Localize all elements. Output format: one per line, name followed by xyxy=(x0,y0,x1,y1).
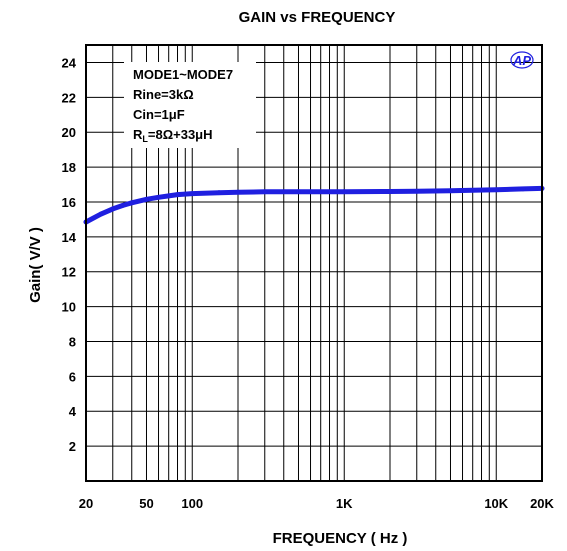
data-point xyxy=(235,189,241,195)
data-point xyxy=(216,190,222,196)
data-point xyxy=(448,188,453,194)
legend-line-cin: Cin=1μF xyxy=(133,107,185,122)
ap-logo: AP xyxy=(510,51,534,69)
y-tick-label: 14 xyxy=(62,230,77,245)
chart-title: GAIN vs FREQUENCY xyxy=(239,9,396,26)
legend-line-rine: Rine=3kΩ xyxy=(133,87,194,102)
data-point xyxy=(414,188,420,194)
data-point xyxy=(120,203,126,208)
y-tick-label: 22 xyxy=(62,90,76,105)
x-tick-label: 50 xyxy=(139,496,153,511)
data-point xyxy=(175,192,180,198)
y-tick-label: 16 xyxy=(62,195,76,210)
data-point xyxy=(387,189,393,194)
data-point xyxy=(156,194,161,200)
y-tick-label: 8 xyxy=(69,334,76,349)
ap-logo-ring xyxy=(510,51,534,69)
conditions-legend: MODE1~MODE7 Rine=3kΩ Cin=1μF RL=8Ω+33μH xyxy=(124,62,256,148)
legend-line-mode: MODE1~MODE7 xyxy=(133,67,233,82)
series-layer xyxy=(83,185,545,225)
y-axis-title: Gain( V/V ) xyxy=(27,227,44,303)
y-tick-label: 10 xyxy=(62,300,76,315)
x-tick-label: 20K xyxy=(530,496,554,511)
data-point xyxy=(470,187,476,193)
legend-box xyxy=(124,62,256,148)
y-tick-label: 4 xyxy=(69,404,77,419)
data-point xyxy=(341,189,347,195)
data-point xyxy=(296,189,301,195)
x-tick-label: 20 xyxy=(79,496,93,511)
data-point xyxy=(493,187,499,193)
x-axis-title: FREQUENCY ( Hz ) xyxy=(273,530,408,547)
y-tick-label: 6 xyxy=(69,369,76,384)
data-point xyxy=(262,189,268,195)
data-point xyxy=(129,200,135,206)
plot-frame xyxy=(85,44,543,482)
data-point xyxy=(110,206,116,212)
legend-load-value: =8Ω+33μH xyxy=(148,127,213,142)
gain-curve xyxy=(83,185,545,225)
data-point xyxy=(189,191,195,197)
x-tick-label: 100 xyxy=(181,496,203,511)
y-tick-label: 2 xyxy=(69,439,76,454)
data-point xyxy=(520,186,526,192)
legend-load-subscript: L xyxy=(142,134,148,144)
ap-logo-text: AP xyxy=(512,53,531,68)
data-point xyxy=(98,211,104,217)
legend-load-prefix: R xyxy=(133,127,143,142)
y-tick-label: 24 xyxy=(62,55,77,70)
y-tick-label: 12 xyxy=(62,265,76,280)
data-point xyxy=(144,196,149,202)
x-tick-label: 10K xyxy=(484,496,508,511)
y-tick-label: 20 xyxy=(62,125,76,140)
x-tick-label: 1K xyxy=(336,496,353,511)
legend-line-load: RL=8Ω+33μH xyxy=(133,127,213,144)
y-tick-label: 18 xyxy=(62,160,76,175)
data-point xyxy=(166,193,172,199)
